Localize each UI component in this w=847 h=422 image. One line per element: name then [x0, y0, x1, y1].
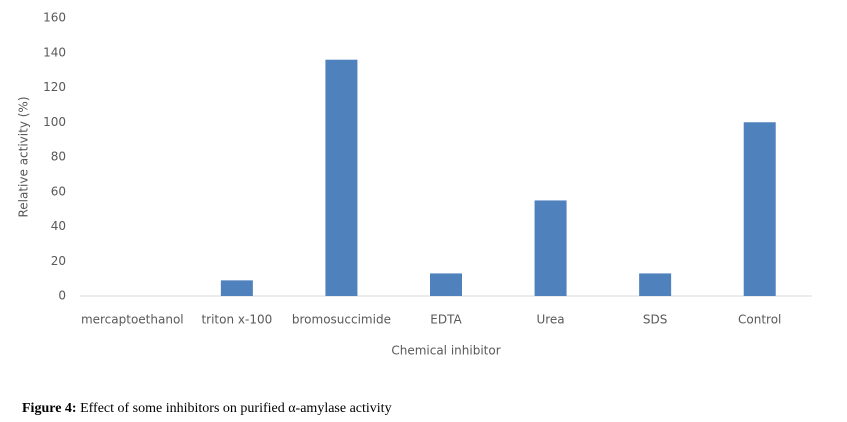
y-tick-label: 140 — [43, 45, 66, 59]
x-tick-label: SDS — [643, 313, 667, 327]
y-tick-label: 100 — [43, 115, 66, 129]
x-tick-label: triton x-100 — [201, 313, 272, 327]
caption: Figure 4: Effect of some inhibitors on p… — [22, 401, 392, 416]
y-tick-label: 0 — [58, 289, 66, 303]
bar — [220, 280, 253, 296]
caption-text: Effect of some inhibitors on purified α-… — [80, 401, 392, 416]
x-tick-label: bromosuccimide — [292, 313, 391, 327]
y-tick-label: 20 — [51, 254, 66, 268]
x-tick-label: mercaptoethanol — [81, 313, 184, 327]
x-tick-label: Urea — [536, 313, 564, 327]
y-tick-label: 60 — [51, 184, 66, 198]
y-tick-label: 160 — [43, 11, 66, 25]
caption-label: Figure 4: — [22, 401, 77, 416]
y-tick-label: 80 — [51, 150, 66, 164]
y-tick-label: 40 — [51, 219, 66, 233]
bar — [430, 273, 462, 296]
bar — [743, 122, 776, 296]
x-tick-label: Control — [738, 313, 781, 327]
bar — [639, 273, 672, 296]
y-tick-label: 120 — [43, 80, 66, 94]
bar — [325, 59, 358, 297]
x-tick-label: EDTA — [430, 313, 462, 327]
y-axis-title: Relative activity (%) — [17, 96, 31, 217]
bar — [534, 200, 567, 296]
x-axis-title: Chemical inhibitor — [391, 344, 500, 358]
